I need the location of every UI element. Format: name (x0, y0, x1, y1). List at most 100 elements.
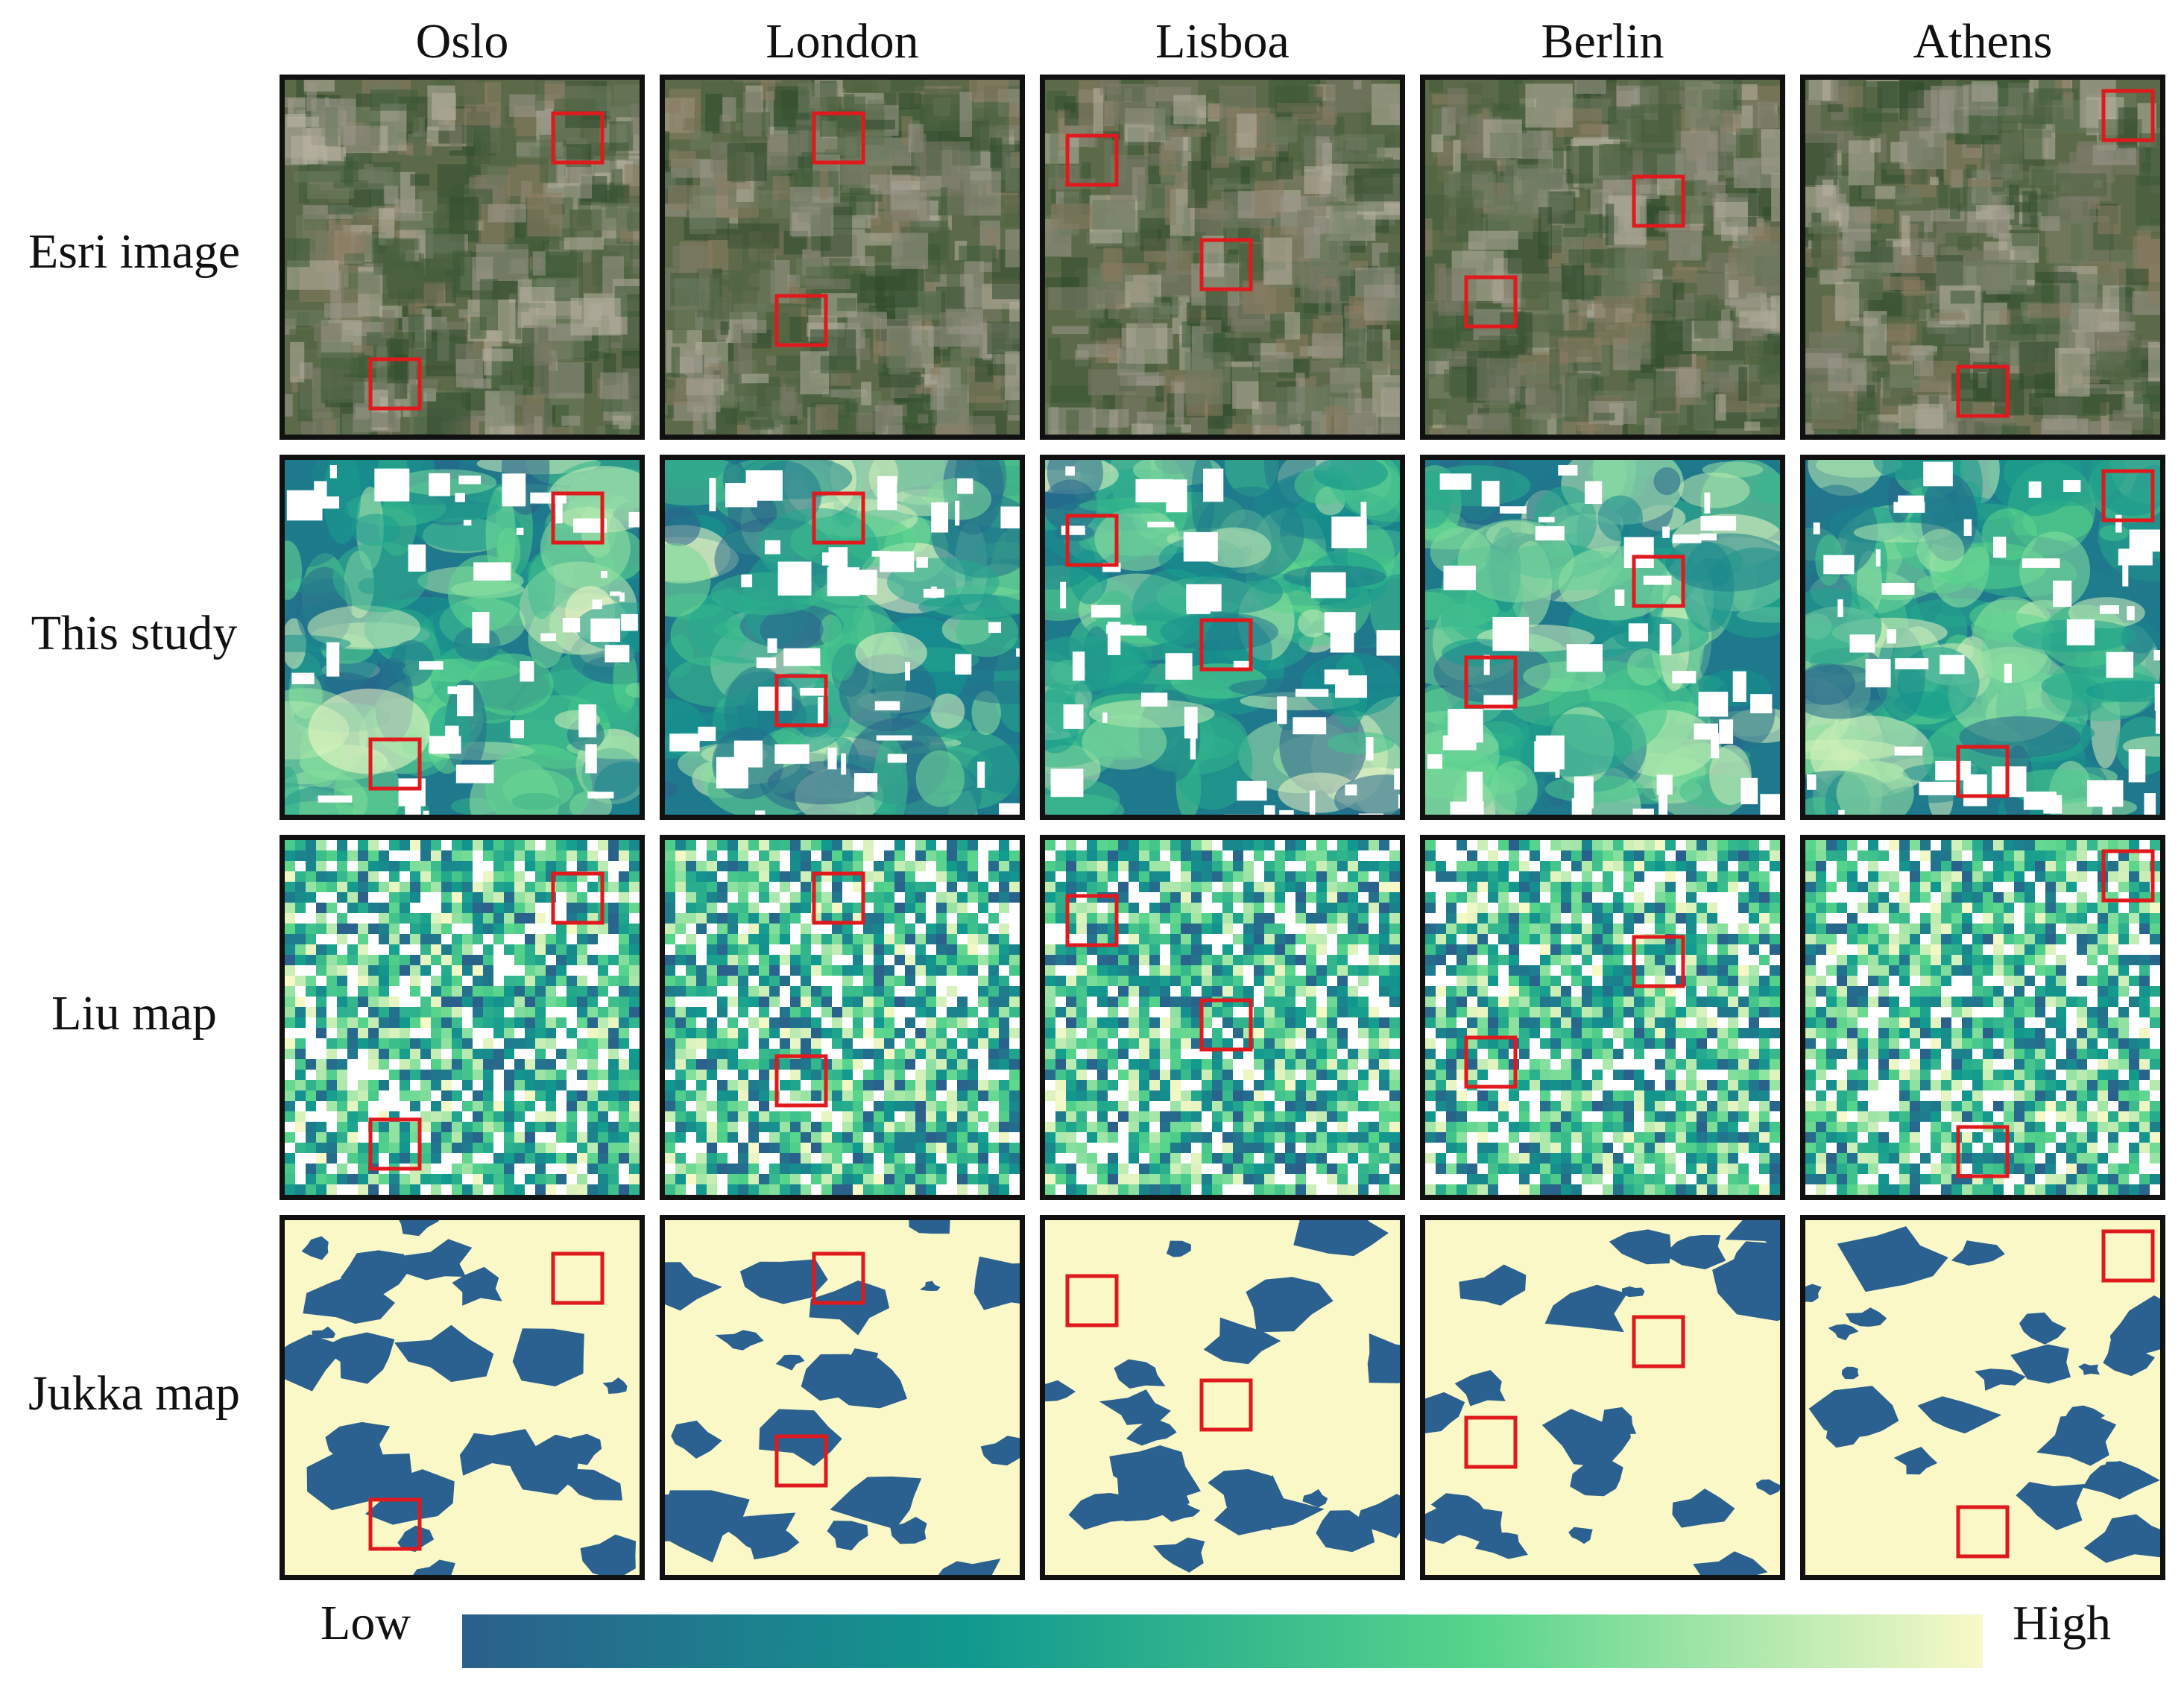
binary-texture (1045, 1220, 1400, 1575)
satellite-texture (1805, 80, 2160, 435)
map-image (1425, 840, 1780, 1195)
estimate-texture (285, 460, 640, 815)
estimate-texture (1045, 460, 1400, 815)
map-image (285, 1220, 640, 1575)
satellite-texture (1425, 80, 1780, 435)
highlight-box (774, 1434, 828, 1488)
map-image (665, 840, 1020, 1195)
highlight-box (551, 1251, 605, 1305)
highlight-box (2101, 849, 2155, 903)
highlight-box (1464, 1035, 1518, 1089)
highlight-box (812, 491, 865, 545)
highlight-box (1632, 555, 1685, 608)
highlight-box (1632, 174, 1685, 228)
highlight-box (2101, 1229, 2155, 1283)
row-label-liu-map: Liu map (51, 986, 217, 1041)
map-panel-this-study-oslo (280, 455, 645, 820)
map-image (1045, 1220, 1400, 1575)
map-panel-esri-athens (1800, 75, 2165, 440)
map-image (1805, 80, 2160, 435)
row-label-this-study: This study (31, 606, 238, 660)
map-image (285, 840, 640, 1195)
map-panel-jukka-oslo (280, 1215, 645, 1580)
highlight-box (1464, 655, 1518, 709)
highlight-box (1464, 275, 1518, 329)
map-panel-esri-berlin (1420, 75, 1785, 440)
highlight-box (1956, 364, 2010, 418)
estimate-texture (1425, 460, 1780, 815)
highlight-box (1065, 514, 1119, 567)
highlight-box (1464, 1415, 1518, 1469)
row-label-jukka-map: Jukka map (28, 1366, 241, 1421)
estimate-texture (1805, 460, 2160, 815)
map-panel-liu-lisboa (1040, 835, 1405, 1200)
map-image (1425, 80, 1780, 435)
highlight-box (1632, 935, 1685, 988)
highlight-box (1199, 238, 1253, 291)
pixel-texture (665, 840, 1020, 1195)
satellite-texture (1045, 80, 1400, 435)
map-panel-jukka-lisboa (1040, 1215, 1405, 1580)
binary-texture (665, 1220, 1020, 1575)
highlight-box (2101, 469, 2155, 523)
highlight-box (551, 491, 605, 545)
satellite-texture (285, 80, 640, 435)
highlight-box (368, 1497, 422, 1551)
map-panel-this-study-berlin (1420, 455, 1785, 820)
map-panel-liu-london (660, 835, 1025, 1200)
map-image (285, 80, 640, 435)
map-image (1045, 840, 1400, 1195)
map-image (665, 460, 1020, 815)
map-panel-jukka-berlin (1420, 1215, 1785, 1580)
map-panel-liu-berlin (1420, 835, 1785, 1200)
highlight-box (1199, 618, 1253, 672)
highlight-box (812, 871, 865, 925)
map-panel-this-study-lisboa (1040, 455, 1405, 820)
legend-colorbar (462, 1614, 1983, 1668)
map-panel-jukka-athens (1800, 1215, 2165, 1580)
map-image (1425, 460, 1780, 815)
map-image (1045, 80, 1400, 435)
map-image (1045, 460, 1400, 815)
column-label-athens: Athens (1913, 14, 2053, 69)
map-image (665, 80, 1020, 435)
column-label-lisboa: Lisboa (1155, 14, 1290, 69)
map-image (1805, 460, 2160, 815)
map-panel-esri-london (660, 75, 1025, 440)
satellite-texture (665, 80, 1020, 435)
map-panel-jukka-london (660, 1215, 1025, 1580)
column-label-london: London (766, 14, 919, 69)
map-panel-liu-oslo (280, 835, 645, 1200)
map-image (1805, 1220, 2160, 1575)
highlight-box (1065, 1274, 1119, 1327)
highlight-box (1956, 1125, 2010, 1178)
legend-high-label: High (2013, 1596, 2111, 1650)
pixel-texture (1045, 840, 1400, 1195)
map-panel-liu-athens (1800, 835, 2165, 1200)
highlight-box (812, 1251, 865, 1305)
highlight-box (774, 674, 828, 727)
highlight-box (551, 871, 605, 925)
highlight-box (1632, 1315, 1685, 1368)
highlight-box (1199, 998, 1253, 1052)
pixel-texture (1805, 840, 2160, 1195)
highlight-box (774, 1054, 828, 1108)
map-image (1805, 840, 2160, 1195)
column-label-berlin: Berlin (1541, 14, 1664, 69)
map-image (285, 460, 640, 815)
highlight-box (1065, 894, 1119, 947)
highlight-box (2101, 89, 2155, 142)
binary-texture (1805, 1220, 2160, 1575)
estimate-texture (665, 460, 1020, 815)
column-label-oslo: Oslo (415, 14, 509, 69)
map-panel-this-study-london (660, 455, 1025, 820)
highlight-box (1065, 133, 1119, 187)
map-panel-esri-lisboa (1040, 75, 1405, 440)
map-image (665, 1220, 1020, 1575)
row-label-esri-image: Esri image (28, 224, 241, 279)
highlight-box (812, 111, 865, 165)
map-panel-esri-oslo (280, 75, 645, 440)
highlight-box (774, 294, 828, 347)
binary-texture (1425, 1220, 1780, 1575)
highlight-box (368, 1117, 422, 1171)
